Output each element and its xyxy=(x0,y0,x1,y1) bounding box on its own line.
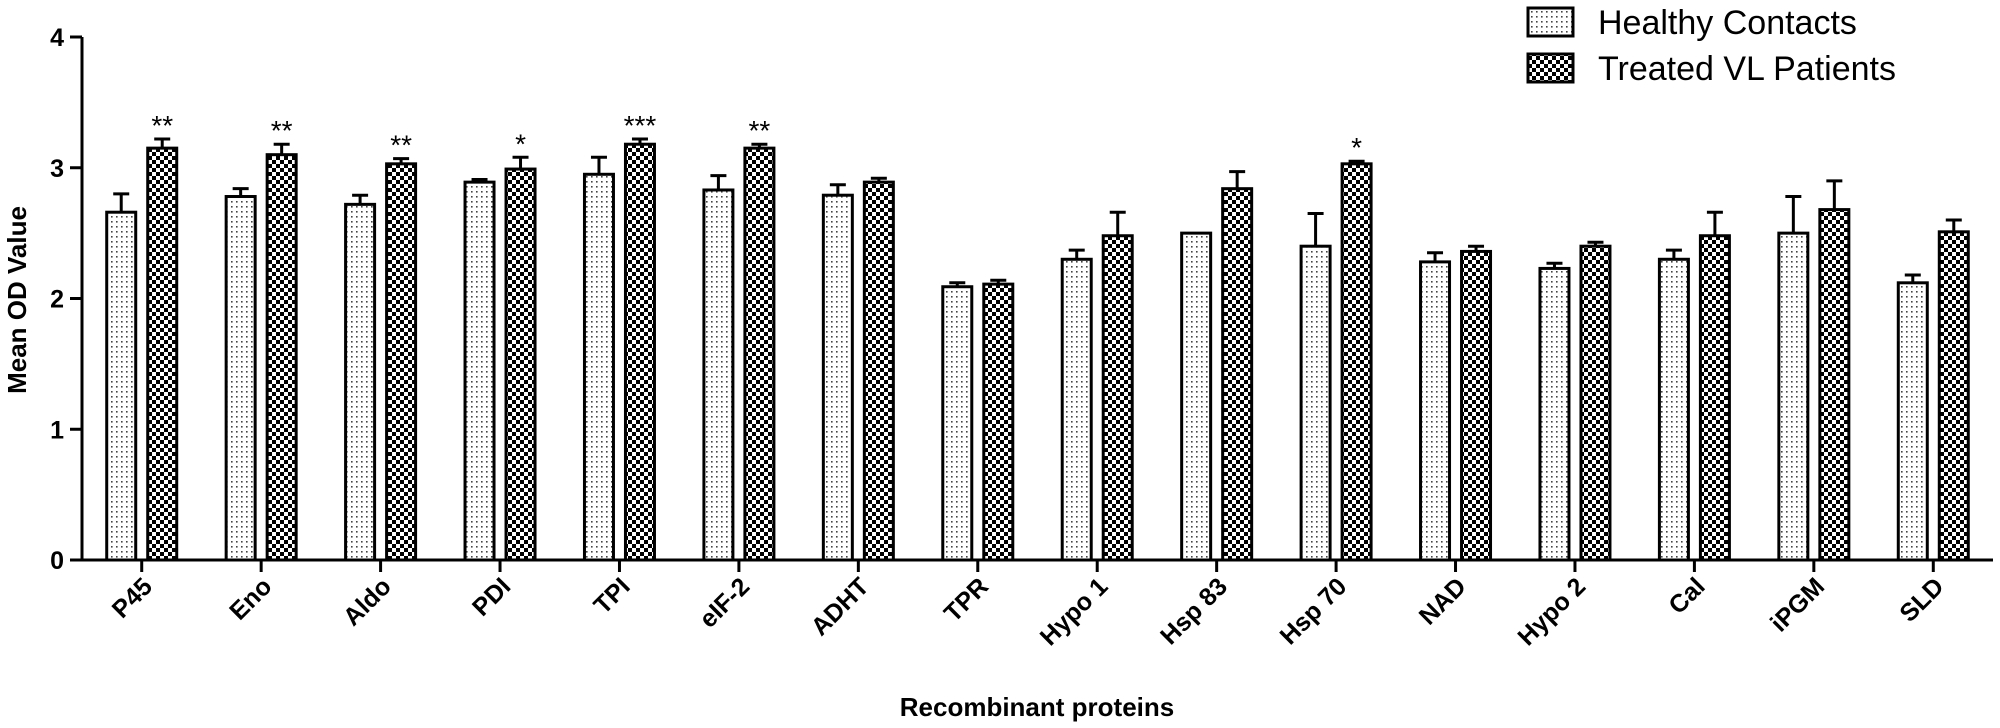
bar-treated-vl-patients xyxy=(743,146,776,562)
bar-treated-vl-patients xyxy=(504,167,537,562)
bar-treated-vl-patients xyxy=(623,142,656,562)
x-tick-label: Hsp 83 xyxy=(1155,572,1233,650)
legend-label: Treated VL Patients xyxy=(1598,50,1896,88)
significance-label: ** xyxy=(390,130,412,161)
x-tick-label: Cal xyxy=(1663,572,1710,619)
bar-treated-vl-patients xyxy=(1340,162,1373,562)
x-axis-title: Recombinant proteins xyxy=(900,692,1174,722)
bar-healthy-contacts xyxy=(1299,244,1332,562)
x-tick-label: SLD xyxy=(1894,572,1949,627)
x-tick-label: Hypo 1 xyxy=(1035,572,1114,651)
x-tick-label: TPR xyxy=(939,572,994,627)
bar-treated-vl-patients xyxy=(1101,234,1134,562)
y-axis-title: Mean OD Value xyxy=(2,206,32,394)
bar-treated-vl-patients xyxy=(1937,230,1970,562)
bar-healthy-contacts xyxy=(582,172,615,562)
x-tick-label: ADHT xyxy=(806,572,875,641)
x-tick-label: Aldo xyxy=(338,572,397,631)
significance-label: *** xyxy=(624,110,657,141)
bar-treated-vl-patients xyxy=(1579,244,1612,562)
bar-healthy-contacts xyxy=(105,210,138,562)
bars-group: ** ** ** **** *** xyxy=(105,110,1970,562)
bar-healthy-contacts xyxy=(1777,231,1810,562)
bar-treated-vl-patients xyxy=(385,162,418,562)
bar-healthy-contacts xyxy=(1060,257,1093,562)
bar-healthy-contacts xyxy=(702,188,735,562)
bar-treated-vl-patients xyxy=(146,146,179,562)
legend-swatch-treated-vl-patients xyxy=(1526,52,1575,84)
x-tick-label: Eno xyxy=(224,572,277,625)
y-axis: 0 1 2 3 4 xyxy=(50,24,84,575)
bar-healthy-contacts xyxy=(1657,257,1690,562)
legend-swatch-healthy-contacts xyxy=(1526,6,1575,38)
y-tick-label: 0 xyxy=(50,547,64,575)
bar-healthy-contacts xyxy=(344,202,377,562)
significance-label: ** xyxy=(749,115,771,146)
bar-treated-vl-patients xyxy=(862,180,895,562)
x-tick-label: Hsp 70 xyxy=(1275,572,1353,650)
legend: Healthy Contacts Treated VL Patients xyxy=(1526,4,1896,88)
x-tick-label: Hypo 2 xyxy=(1512,572,1591,651)
y-tick-label: 2 xyxy=(50,286,64,314)
y-tick-label: 1 xyxy=(50,416,64,444)
x-axis: P45 Eno Aldo PDI TPI eIF-2 ADHT TPR Hypo 1 Hsp 83… xyxy=(82,558,1993,651)
bar-healthy-contacts xyxy=(1180,231,1213,562)
bar-healthy-contacts xyxy=(224,195,257,562)
bar-healthy-contacts xyxy=(821,193,854,562)
y-tick-label: 3 xyxy=(50,155,64,183)
significance-label: * xyxy=(1351,132,1362,163)
x-tick-label: eIF-2 xyxy=(694,572,755,633)
bar-treated-vl-patients xyxy=(1460,249,1493,562)
bar-treated-vl-patients xyxy=(982,282,1015,562)
bar-treated-vl-patients xyxy=(1698,234,1731,562)
bar-healthy-contacts xyxy=(463,180,496,562)
x-tick-label: TPI xyxy=(588,572,635,619)
x-tick-label: P45 xyxy=(107,572,158,623)
bar-healthy-contacts xyxy=(1538,266,1571,562)
significance-label: ** xyxy=(271,115,293,146)
legend-label: Healthy Contacts xyxy=(1598,4,1857,42)
bar-treated-vl-patients xyxy=(1818,208,1851,562)
y-tick-label: 4 xyxy=(50,24,64,52)
significance-label: * xyxy=(515,128,526,159)
x-tick-label: NAD xyxy=(1414,572,1472,630)
x-tick-label: PDI xyxy=(467,572,516,621)
bar-treated-vl-patients xyxy=(265,153,298,562)
bar-healthy-contacts xyxy=(1419,260,1452,562)
x-tick-label: iPGM xyxy=(1765,572,1830,637)
bar-healthy-contacts xyxy=(1896,281,1929,562)
significance-label: ** xyxy=(151,110,173,141)
bar-healthy-contacts xyxy=(941,285,974,562)
bar-treated-vl-patients xyxy=(1221,187,1254,562)
